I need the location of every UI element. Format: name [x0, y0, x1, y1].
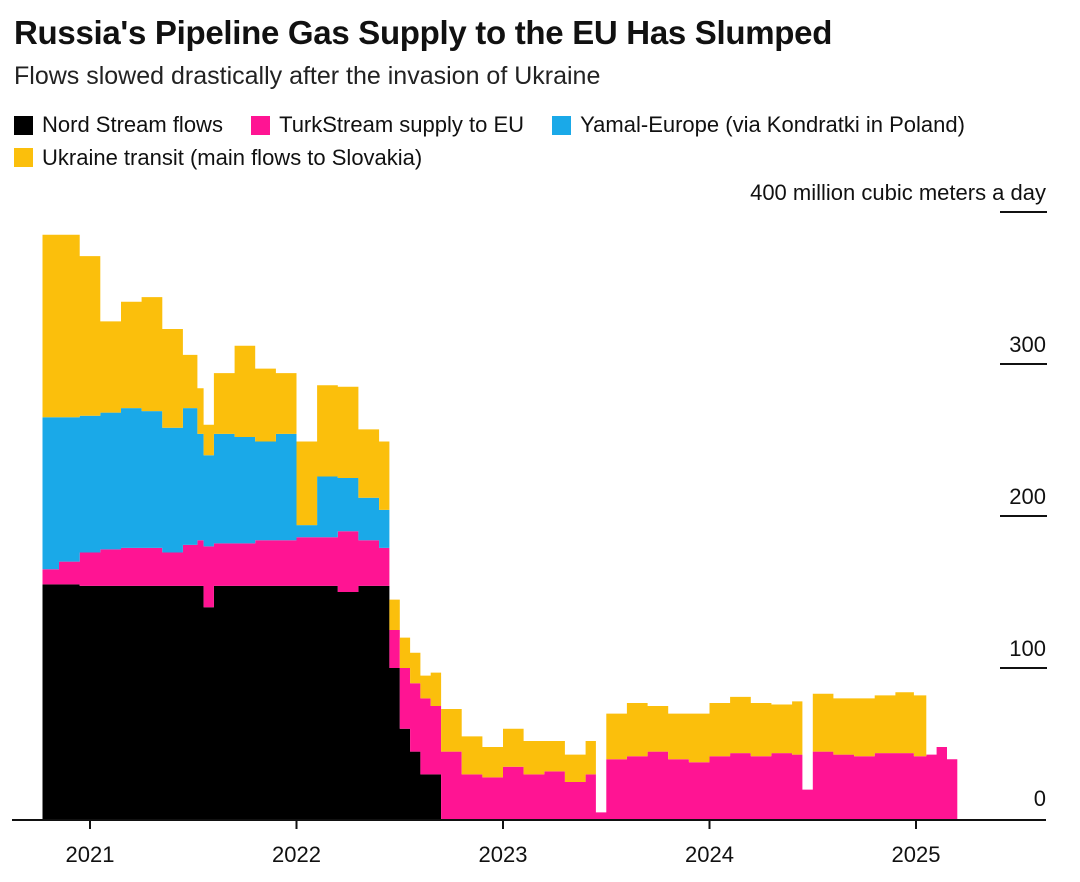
- area-series-nord-stream: [42, 584, 958, 820]
- y-tick-label-100: 100: [1009, 636, 1046, 661]
- axis-layer: 2021 2022 2023 2024 2025 0 100 200 300 400 millio…: [12, 180, 1047, 867]
- y-tick-label-0: 0: [1034, 786, 1046, 811]
- areas-layer: [42, 234, 958, 820]
- legend-item-ukraine: Ukraine transit (main flows to Slovakia): [14, 143, 422, 173]
- legend-swatch-turkstream: [251, 115, 271, 135]
- area-series-turkstream: [42, 531, 958, 820]
- y-tick-label-300: 300: [1009, 332, 1046, 357]
- legend: Nord Stream flows TurkStream supply to E…: [14, 110, 1064, 175]
- legend-item-nord-stream: Nord Stream flows: [14, 110, 223, 140]
- legend-swatch-nord-stream: [14, 115, 33, 135]
- area-series-ukraine: [42, 234, 958, 813]
- legend-item-yamal: Yamal-Europe (via Kondratki in Poland): [552, 110, 965, 140]
- y-tick-label-400: 400 million cubic meters a day: [750, 180, 1046, 205]
- x-tick-label-2021: 2021: [66, 842, 115, 867]
- legend-label-nord-stream: Nord Stream flows: [42, 112, 223, 137]
- chart-subtitle: Flows slowed drastically after the invas…: [14, 62, 601, 90]
- x-tick-label-2023: 2023: [479, 842, 528, 867]
- legend-label-turkstream: TurkStream supply to EU: [279, 112, 525, 137]
- x-tick-label-2024: 2024: [685, 842, 734, 867]
- legend-swatch-yamal: [552, 115, 572, 135]
- legend-item-turkstream: TurkStream supply to EU: [251, 110, 524, 140]
- legend-label-ukraine: Ukraine transit (main flows to Slovakia): [42, 144, 423, 170]
- legend-label-yamal: Yamal-Europe (via Kondratki in Poland): [580, 112, 965, 137]
- x-tick-label-2025: 2025: [892, 842, 941, 867]
- x-tick-label-2022: 2022: [272, 842, 321, 867]
- chart-title: Russia's Pipeline Gas Supply to the EU H…: [14, 14, 833, 51]
- area-series-yamal: [42, 408, 958, 813]
- legend-swatch-ukraine: [14, 148, 33, 167]
- y-tick-label-200: 200: [1009, 484, 1046, 509]
